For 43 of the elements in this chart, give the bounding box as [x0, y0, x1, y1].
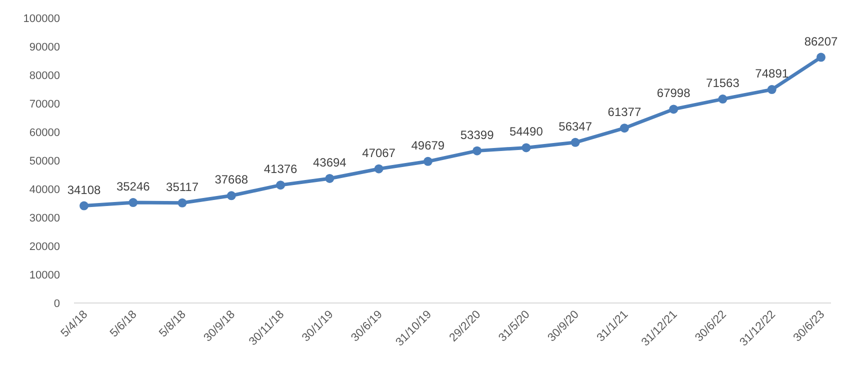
data-label: 34108: [67, 182, 102, 197]
data-label: 43694: [312, 155, 347, 170]
y-tick-label: 50000: [29, 156, 60, 168]
data-label: 71563: [706, 76, 740, 90]
point: [128, 198, 138, 208]
data-label: 61377: [608, 105, 642, 120]
data-label: 53399: [460, 128, 494, 142]
data-label: 35246: [116, 180, 150, 194]
point: [472, 146, 482, 156]
point: [816, 52, 826, 62]
data-label: 67998: [656, 86, 691, 100]
data-label: 54490: [510, 124, 544, 139]
data-label: 49679: [411, 138, 445, 152]
point: [423, 156, 432, 166]
data-label: 37668: [214, 172, 248, 187]
data-label: 47067: [362, 146, 396, 160]
y-tick-label: 60000: [29, 127, 60, 139]
y-tick-label: 30000: [29, 212, 60, 224]
point: [325, 174, 334, 183]
y-tick-label: 90000: [29, 42, 60, 54]
data-label: 56347: [558, 119, 592, 134]
point: [718, 94, 728, 104]
point: [669, 104, 678, 114]
point: [276, 180, 286, 190]
data-label: 35117: [166, 180, 199, 194]
point: [767, 85, 776, 94]
point: [178, 198, 187, 208]
y-tick-label: 10000: [29, 270, 60, 282]
point: [80, 201, 88, 210]
data-label: 74891: [755, 66, 789, 81]
y-tick-label: 0: [54, 298, 60, 310]
point: [522, 143, 531, 152]
point: [620, 124, 629, 133]
y-tick-label: 80000: [29, 70, 60, 82]
point: [570, 138, 580, 147]
point: [374, 164, 384, 174]
data-label: 41376: [264, 162, 298, 176]
y-tick-label: 70000: [29, 98, 60, 110]
y-tick-label: 40000: [29, 184, 60, 196]
point: [226, 191, 236, 200]
y-tick-label: 20000: [29, 241, 60, 253]
data-label: 86207: [804, 34, 838, 48]
y-tick-label: 100000: [23, 13, 60, 25]
